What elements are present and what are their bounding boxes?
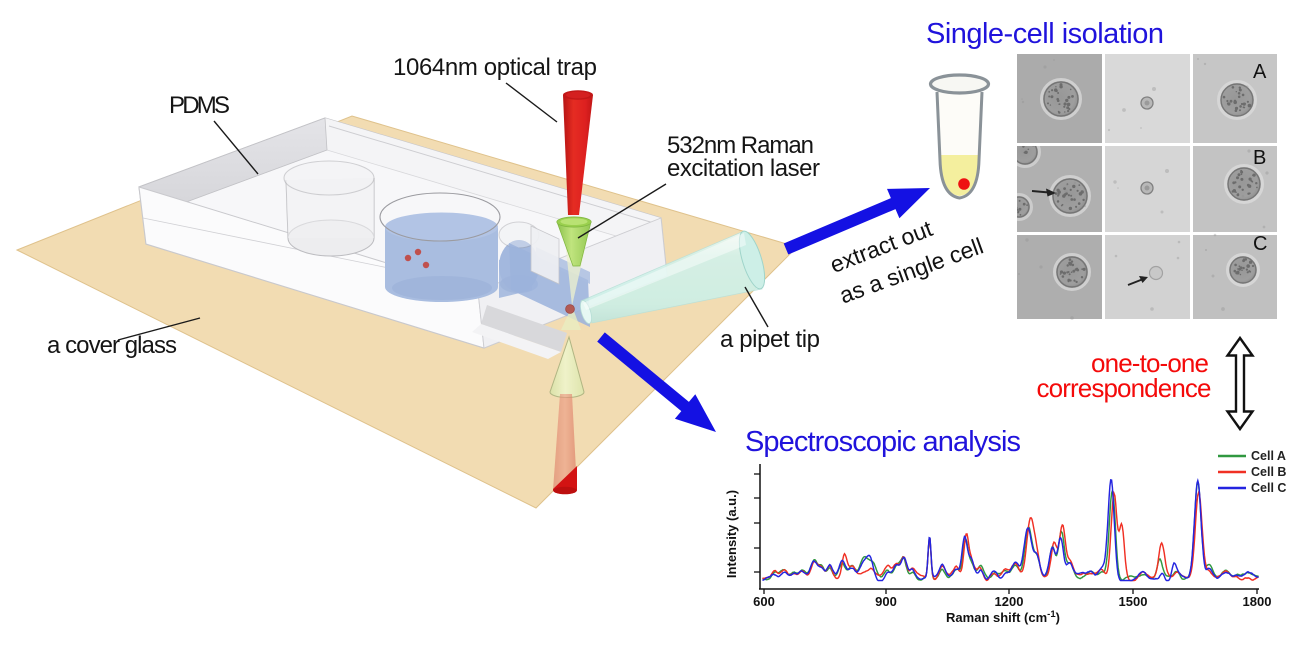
- svg-text:a cover glass: a cover glass: [47, 332, 177, 359]
- svg-text:Intensity (a.u.): Intensity (a.u.): [724, 490, 739, 578]
- svg-text:1800: 1800: [1243, 594, 1272, 609]
- svg-text:one-to-one: one-to-one: [1091, 348, 1209, 378]
- svg-text:B: B: [1253, 147, 1266, 169]
- svg-text:1200: 1200: [995, 594, 1024, 609]
- svg-text:A: A: [1253, 61, 1267, 83]
- svg-text:C: C: [1253, 233, 1267, 255]
- svg-text:Cell A: Cell A: [1251, 449, 1286, 463]
- svg-text:Cell C: Cell C: [1251, 481, 1286, 495]
- svg-text:excitation laser: excitation laser: [667, 155, 820, 182]
- svg-text:1064nm optical trap: 1064nm optical trap: [393, 54, 597, 81]
- svg-text:a pipet tip: a pipet tip: [720, 326, 820, 353]
- svg-text:correspondence: correspondence: [1037, 373, 1212, 403]
- svg-text:Single-cell isolation: Single-cell isolation: [926, 18, 1164, 50]
- svg-text:532nm Raman: 532nm Raman: [667, 132, 814, 159]
- svg-text:PDMS: PDMS: [169, 92, 230, 119]
- svg-text:Raman shift (cm-1): Raman shift (cm-1): [946, 609, 1060, 625]
- svg-text:Spectroscopic analysis: Spectroscopic analysis: [745, 426, 1021, 458]
- svg-text:900: 900: [875, 594, 897, 609]
- svg-text:1500: 1500: [1119, 594, 1148, 609]
- svg-text:Cell B: Cell B: [1251, 465, 1286, 479]
- svg-text:600: 600: [753, 594, 775, 609]
